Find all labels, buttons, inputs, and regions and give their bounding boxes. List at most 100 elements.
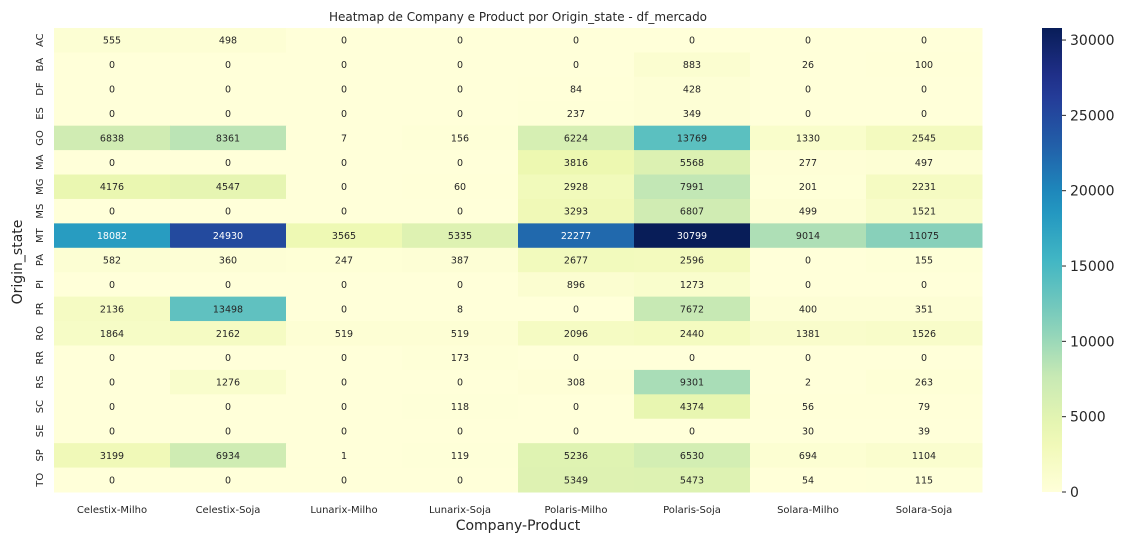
heatmap-cell <box>866 296 983 322</box>
cell-value-label: 201 <box>799 182 817 193</box>
heatmap-cell <box>54 150 171 176</box>
cell-value-label: 0 <box>225 280 231 291</box>
heatmap-cell <box>518 198 635 224</box>
heatmap-cell <box>750 369 867 395</box>
heatmap-cell <box>866 150 983 176</box>
heatmap-cell <box>866 174 983 200</box>
colorbar-tick-label: 15000 <box>1070 259 1115 275</box>
cell-value-label: 0 <box>341 426 347 437</box>
cell-value-label: 0 <box>341 109 347 120</box>
heatmap-cell <box>518 28 635 53</box>
cell-value-label: 428 <box>683 85 701 96</box>
cell-value-label: 100 <box>915 60 933 71</box>
cell-value-label: 6530 <box>680 451 704 462</box>
cell-value-label: 896 <box>567 280 585 291</box>
cell-value-label: 5568 <box>680 158 704 169</box>
cell-value-label: 0 <box>341 402 347 413</box>
cell-value-label: 2136 <box>100 304 124 315</box>
cell-value-label: 9014 <box>796 231 820 242</box>
cell-value-label: 519 <box>451 329 469 340</box>
cell-value-label: 0 <box>109 158 115 169</box>
heatmap-cell <box>518 125 635 151</box>
y-tick-label: SP <box>35 449 46 461</box>
cell-value-label: 2 <box>805 378 811 389</box>
cell-value-label: 0 <box>573 36 579 47</box>
cell-value-label: 400 <box>799 304 817 315</box>
cell-value-label: 0 <box>109 109 115 120</box>
heatmap-cell <box>54 272 171 298</box>
cell-value-label: 0 <box>805 280 811 291</box>
cell-value-label: 0 <box>805 85 811 96</box>
cell-value-label: 247 <box>335 256 353 267</box>
cell-value-label: 0 <box>689 426 695 437</box>
heatmap-cell <box>402 125 519 151</box>
heatmap-cell <box>402 76 519 102</box>
cell-value-label: 0 <box>225 60 231 71</box>
heatmap-cell <box>518 394 635 420</box>
y-tick-label: BA <box>35 58 46 72</box>
heatmap-cell <box>170 321 287 346</box>
heatmap-cell <box>634 125 751 151</box>
heatmap-cell <box>634 150 751 176</box>
heatmap-cell <box>402 247 519 273</box>
heatmap-cell <box>286 223 403 249</box>
heatmap-cell <box>170 247 287 273</box>
cell-value-label: 173 <box>451 353 469 364</box>
heatmap-cell <box>170 345 287 371</box>
heatmap-cell <box>170 150 287 176</box>
cell-value-label: 8361 <box>216 133 240 144</box>
cell-value-label: 2231 <box>912 182 936 193</box>
heatmap-cell <box>518 296 635 322</box>
chart-title: Heatmap de Company e Product por Origin_… <box>329 10 707 24</box>
heatmap-cell <box>170 125 287 151</box>
cell-value-label: 119 <box>451 451 469 462</box>
heatmap-cell <box>750 296 867 322</box>
heatmap-cell <box>170 467 287 493</box>
heatmap-cell <box>518 101 635 127</box>
cell-value-label: 237 <box>567 109 585 120</box>
cell-value-label: 8 <box>457 304 463 315</box>
heatmap-cell <box>402 394 519 420</box>
cell-value-label: 24930 <box>213 231 243 242</box>
cell-value-label: 0 <box>109 378 115 389</box>
heatmap-cell <box>54 125 171 151</box>
heatmap-cell <box>750 247 867 273</box>
cell-value-label: 0 <box>341 60 347 71</box>
y-tick-label: PA <box>35 254 46 266</box>
x-tick-label: Lunarix-Soja <box>429 505 491 516</box>
cell-value-label: 0 <box>689 36 695 47</box>
heatmap-cell <box>866 321 983 346</box>
cell-value-label: 360 <box>219 256 237 267</box>
y-tick-label: MS <box>35 204 46 219</box>
heatmap-cell <box>402 150 519 176</box>
heatmap-cell <box>402 321 519 346</box>
heatmap-cell <box>866 223 983 249</box>
cell-value-label: 2096 <box>564 329 588 340</box>
x-tick-label: Polaris-Milho <box>544 505 607 516</box>
cell-value-label: 1276 <box>216 378 240 389</box>
colorbar-tick-label: 10000 <box>1070 334 1115 350</box>
heatmap-cell <box>170 272 287 298</box>
cell-value-label: 0 <box>457 158 463 169</box>
heatmap-cell <box>518 443 635 469</box>
colorbar-tick-label: 5000 <box>1070 410 1106 426</box>
cell-value-label: 0 <box>921 280 927 291</box>
heatmap-cell <box>286 101 403 127</box>
cell-value-label: 2162 <box>216 329 240 340</box>
cell-value-label: 0 <box>341 304 347 315</box>
cell-value-label: 1864 <box>100 329 124 340</box>
cell-value-label: 0 <box>341 36 347 47</box>
cell-value-label: 118 <box>451 402 469 413</box>
heatmap-cell <box>750 150 867 176</box>
heatmap-cell <box>170 28 287 53</box>
cell-value-label: 0 <box>457 60 463 71</box>
heatmap-cell <box>518 150 635 176</box>
heatmap-cell <box>634 174 751 200</box>
x-tick-labels: Celestix-Milho Celestix-Soja Lunarix-Milho… <box>77 505 952 516</box>
heatmap-cell <box>634 76 751 102</box>
heatmap-cell <box>54 174 171 200</box>
colorbar-tick-label: 0 <box>1070 485 1079 501</box>
heatmap-cell <box>54 28 171 53</box>
heatmap-cell <box>750 101 867 127</box>
